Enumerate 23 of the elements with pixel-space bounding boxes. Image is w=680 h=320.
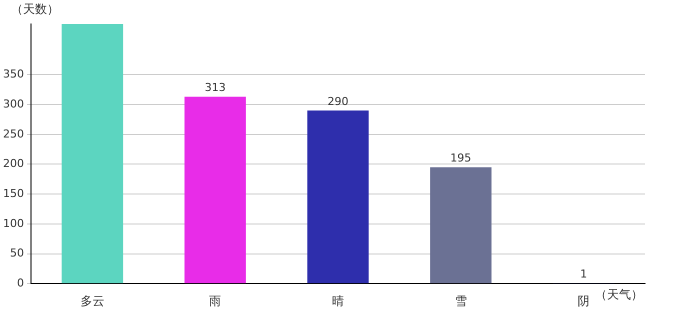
y-axis-title: （天数） bbox=[10, 2, 59, 16]
x-axis-title: （天气） bbox=[595, 288, 643, 302]
x-tick-label: 阴 bbox=[578, 294, 590, 308]
y-tick-label: 300 bbox=[2, 97, 24, 110]
y-tick-label: 350 bbox=[2, 68, 24, 81]
bar bbox=[307, 110, 369, 284]
bar bbox=[430, 167, 492, 284]
x-tick-label: 雨 bbox=[209, 294, 222, 308]
data-label: 313 bbox=[204, 81, 226, 94]
y-tick-label: 100 bbox=[2, 216, 24, 230]
x-tick-label: 晴 bbox=[332, 294, 344, 308]
x-tick-label: 雪 bbox=[454, 294, 467, 308]
bar bbox=[62, 24, 124, 284]
data-label: 1 bbox=[580, 267, 588, 280]
data-label: 195 bbox=[450, 152, 472, 165]
y-tick-label: 200 bbox=[2, 157, 24, 170]
y-tick-label: 0 bbox=[16, 276, 24, 290]
data-label: 290 bbox=[328, 94, 348, 108]
y-tick-label: 150 bbox=[2, 186, 24, 200]
y-tick-label: 50 bbox=[10, 246, 24, 260]
y-tick-label: 250 bbox=[2, 127, 24, 140]
bar bbox=[184, 96, 246, 284]
x-tick-label: 多云 bbox=[80, 294, 104, 308]
